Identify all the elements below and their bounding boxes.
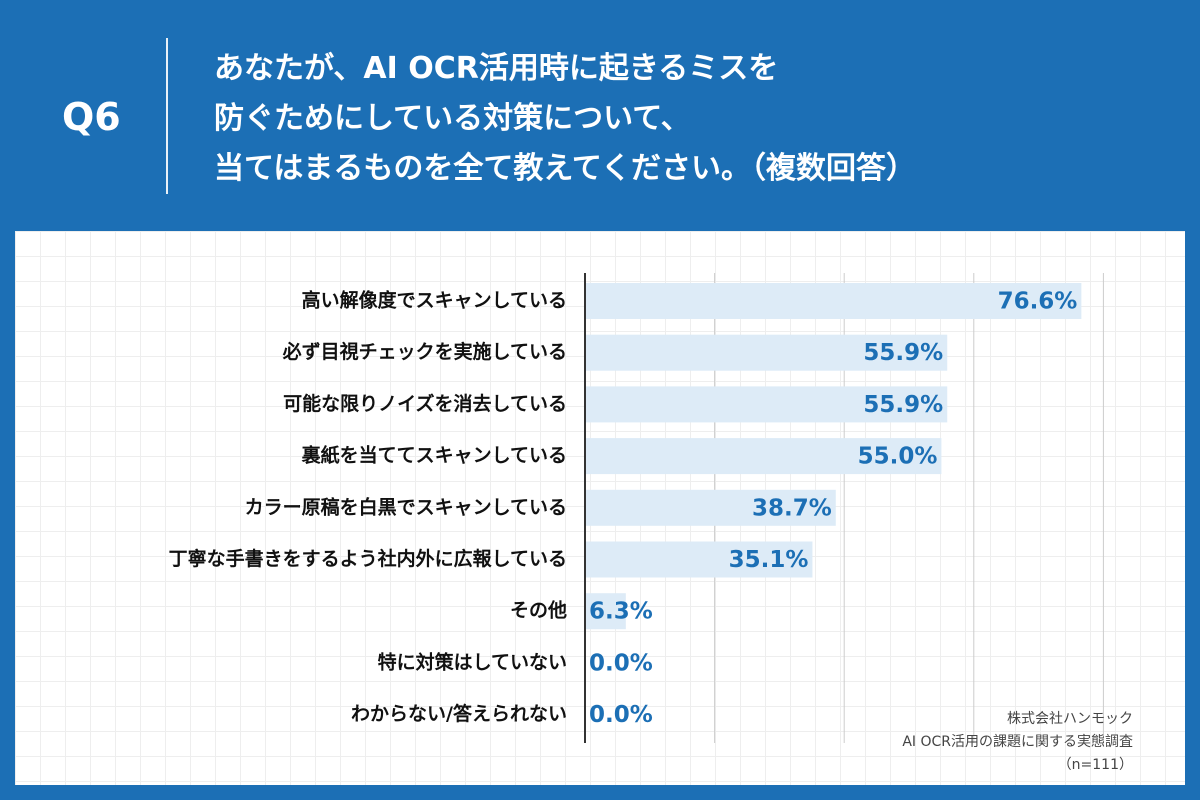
question-number: Q6 [62, 95, 121, 139]
value-label: 55.0% [858, 444, 938, 470]
category-label: その他 [510, 599, 567, 622]
category-label: 裏紙を当ててスキャンしている [301, 444, 567, 467]
category-label: 必ず目視チェックを実施している [282, 340, 567, 363]
bar [585, 438, 942, 475]
header-banner: Q6 あなたが、AI OCR活用時に起きるミスを 防ぐためにしている対策について… [0, 0, 1200, 230]
bar [585, 489, 836, 526]
bar [585, 593, 626, 630]
category-label: わからない/答えられない [351, 702, 567, 725]
bar [585, 334, 948, 371]
source-survey: AI OCR活用の課題に関する実態調査 [902, 734, 1133, 750]
value-label: 0.0% [589, 650, 653, 676]
question-line-3: 当てはまるものを全て教えてください。（複数回答） [214, 151, 916, 186]
question-text: あなたが、AI OCR活用時に起きるミスを 防ぐためにしている対策について、 当… [214, 44, 1174, 194]
value-label: 0.0% [589, 702, 653, 728]
question-line-1: あなたが、AI OCR活用時に起きるミスを [214, 51, 779, 86]
value-label: 55.9% [863, 392, 943, 418]
bar [585, 386, 948, 423]
category-label: 高い解像度でスキャンしている [302, 289, 567, 312]
value-label: 6.3% [589, 599, 653, 625]
value-label: 38.7% [752, 495, 832, 521]
category-label: 丁寧な手書きをするよう社内外に広報している [169, 547, 567, 570]
value-label: 55.9% [863, 340, 943, 366]
chart-panel: 高い解像度でスキャンしている 76.6% 必ず目視チェックを実施している 55.9% 可… [15, 231, 1185, 785]
source-sample: （n=111） [1057, 757, 1133, 773]
header-divider [166, 38, 168, 194]
bar-chart: 高い解像度でスキャンしている 76.6% 必ず目視チェックを実施している 55.9% 可… [169, 273, 1104, 743]
source-company: 株式会社ハンモック [1007, 711, 1133, 727]
category-label: カラー原稿を白黒でスキャンしている [245, 495, 567, 518]
bar [585, 541, 813, 578]
question-line-2: 防ぐためにしている対策について、 [214, 101, 691, 136]
value-label: 76.6% [998, 289, 1078, 315]
category-label: 特に対策はしていない [378, 650, 567, 673]
value-label: 35.1% [729, 547, 809, 573]
category-label: 可能な限りノイズを消去している [283, 392, 567, 415]
bar [585, 283, 1082, 319]
